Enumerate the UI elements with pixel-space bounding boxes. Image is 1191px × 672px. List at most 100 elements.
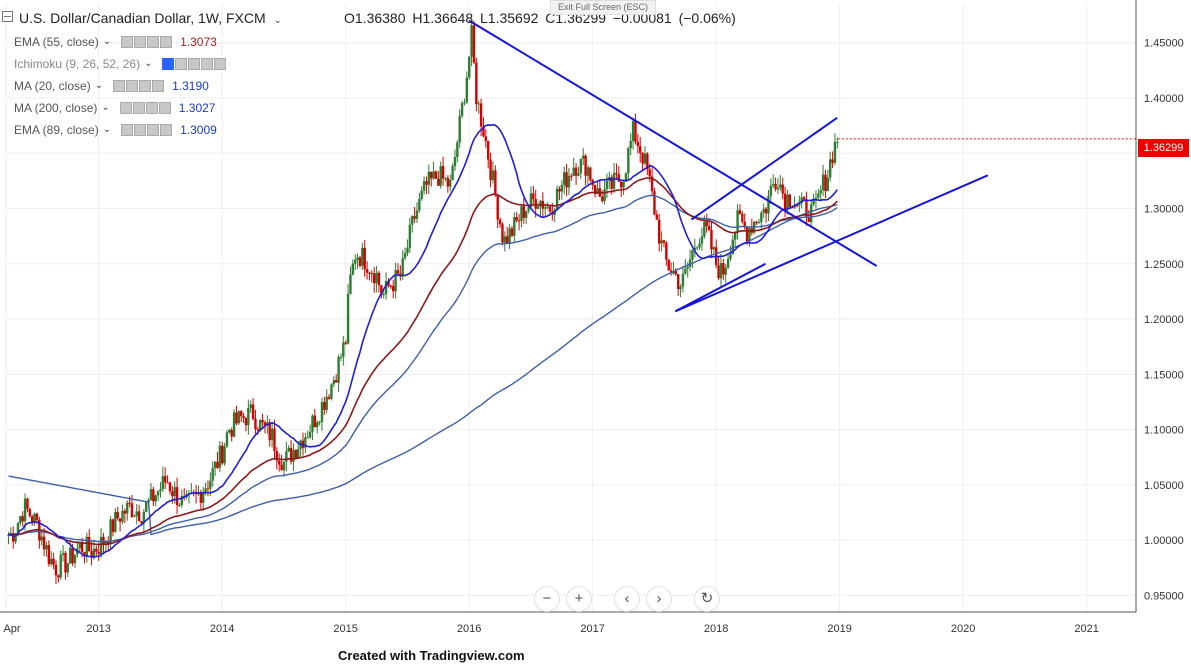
x-tick-label: 2019: [827, 623, 851, 635]
candle-body: [111, 519, 115, 532]
reset-chart-button[interactable]: ↻: [694, 586, 720, 612]
legend-row-ma200[interactable]: MA (200, close) ⌄ 1.3027: [14, 99, 215, 117]
x-tick-label: 2015: [333, 623, 357, 635]
indicator-controls[interactable]: [119, 102, 171, 114]
candle-body: [563, 172, 566, 185]
candle-body: [472, 25, 476, 63]
candle-body: [71, 547, 74, 564]
eye-icon[interactable]: [121, 36, 134, 48]
exit-fullscreen-button[interactable]: Exit Full Screen (ESC): [550, 0, 656, 15]
legend-row-ichimoku[interactable]: Ichimoku (9, 26, 52, 26) ⌄: [14, 55, 234, 73]
close-icon[interactable]: [214, 58, 227, 70]
candle-body: [620, 181, 623, 188]
plus-icon[interactable]: [145, 102, 158, 114]
candle-body: [795, 205, 799, 207]
candle-body: [282, 461, 286, 471]
candle-body: [434, 171, 438, 179]
lock-icon[interactable]: [188, 58, 201, 70]
trendline[interactable]: [690, 117, 838, 221]
candle-body: [206, 488, 210, 490]
trendline[interactable]: [468, 19, 878, 267]
legend-row-ema55[interactable]: EMA (55, close) ⌄ 1.3073: [14, 33, 217, 51]
candle-body: [26, 498, 29, 509]
candle-body: [171, 491, 174, 497]
candle-body: [178, 505, 181, 507]
plus-icon[interactable]: [147, 36, 160, 48]
plus-icon[interactable]: [147, 124, 160, 136]
candle-body: [693, 247, 697, 250]
eye-icon[interactable]: [121, 124, 134, 136]
chevron-down-icon[interactable]: ⌄: [102, 124, 112, 135]
trendline[interactable]: [674, 262, 766, 313]
x-tick-label: 2018: [704, 623, 728, 635]
candle-body: [498, 219, 502, 225]
gear-icon[interactable]: [132, 102, 145, 114]
candle-body: [783, 193, 787, 210]
candle-body: [349, 274, 352, 294]
plot-area[interactable]: [6, 4, 1136, 612]
candle-body: [275, 451, 279, 461]
candle-body: [660, 240, 663, 244]
candle-body: [28, 508, 32, 517]
gear-icon[interactable]: [126, 80, 139, 92]
chevron-down-icon[interactable]: ⌄: [101, 102, 110, 113]
indicator-controls[interactable]: [113, 80, 165, 92]
close-icon[interactable]: [158, 102, 171, 114]
eye-icon[interactable]: [113, 80, 126, 92]
scroll-left-button[interactable]: ‹: [614, 586, 640, 612]
y-tick-label: 0.95000: [1144, 590, 1184, 602]
legend-row-ema89[interactable]: EMA (89, close) ⌄ 1.3009: [14, 121, 217, 139]
zoom-out-button[interactable]: −: [534, 586, 560, 612]
candle-body: [703, 221, 706, 237]
candle-body: [52, 558, 55, 565]
indicator-controls[interactable]: [121, 124, 173, 136]
candle-body: [358, 257, 362, 266]
candle-body: [831, 159, 834, 163]
gear-icon[interactable]: [175, 58, 188, 70]
plus-icon[interactable]: [201, 58, 214, 70]
close-icon[interactable]: [152, 80, 165, 92]
candle-body: [254, 418, 257, 430]
candle-body: [45, 545, 48, 550]
candle-body: [582, 155, 585, 159]
plus-icon[interactable]: [139, 80, 152, 92]
chevron-down-icon[interactable]: ⌄: [144, 58, 153, 69]
chevron-down-icon[interactable]: ⌄: [102, 36, 112, 47]
candle-body: [800, 197, 803, 204]
indicator-controls[interactable]: [162, 58, 227, 70]
candle-body: [496, 194, 499, 220]
candle-body: [64, 552, 67, 573]
eye-off-icon[interactable]: [162, 58, 175, 70]
candle-body: [655, 214, 659, 220]
y-tick-label: 1.05000: [1144, 480, 1184, 492]
candle-body: [724, 267, 727, 275]
candle-body: [679, 286, 682, 290]
candle-body: [99, 536, 103, 555]
zoom-in-button[interactable]: +: [566, 586, 592, 612]
trendline[interactable]: [674, 174, 989, 313]
eye-icon[interactable]: [119, 102, 132, 114]
gear-icon[interactable]: [134, 124, 147, 136]
legend-row-ma20[interactable]: MA (20, close) ⌄ 1.3190: [14, 77, 209, 95]
collapse-icon[interactable]: [2, 11, 13, 22]
chevron-down-icon[interactable]: ⌄: [273, 15, 282, 26]
candle-body: [373, 273, 376, 284]
candle-body: [674, 271, 678, 275]
indicator-controls[interactable]: [121, 36, 173, 48]
symbol-title[interactable]: U.S. Dollar/Canadian Dollar, 1W, FXCM ⌄: [19, 10, 292, 26]
candle-body: [762, 208, 765, 213]
close-icon[interactable]: [160, 124, 173, 136]
close-icon[interactable]: [160, 36, 173, 48]
candle-body: [318, 422, 321, 424]
candle-body: [130, 503, 134, 517]
candle-body: [159, 488, 162, 491]
candle-body: [35, 513, 39, 520]
gear-icon[interactable]: [134, 36, 147, 48]
candle-body: [380, 285, 383, 296]
candle-body: [218, 445, 222, 468]
candle-body: [256, 429, 260, 431]
scroll-right-button[interactable]: ›: [646, 586, 672, 612]
chevron-down-icon[interactable]: ⌄: [94, 80, 104, 91]
